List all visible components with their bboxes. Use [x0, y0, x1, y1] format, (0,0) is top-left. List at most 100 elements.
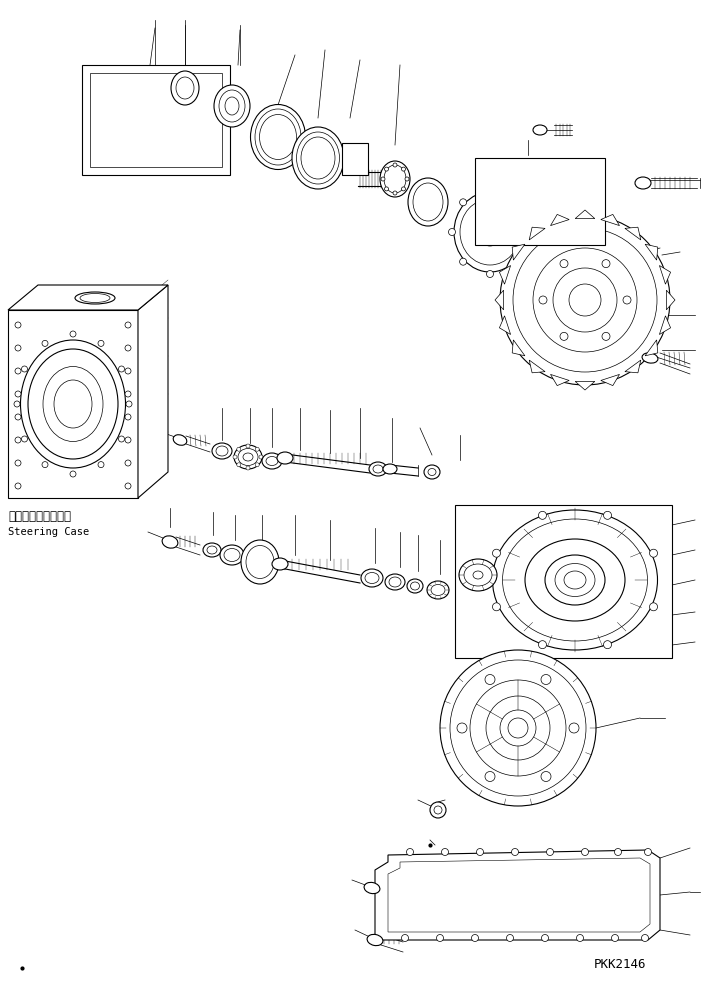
Circle shape: [508, 718, 528, 738]
Polygon shape: [625, 228, 641, 240]
Ellipse shape: [241, 540, 279, 584]
Circle shape: [125, 437, 131, 443]
Ellipse shape: [203, 543, 221, 557]
Circle shape: [15, 391, 21, 397]
Ellipse shape: [238, 448, 258, 466]
Circle shape: [650, 602, 658, 611]
Polygon shape: [601, 375, 620, 386]
Circle shape: [482, 224, 498, 240]
Ellipse shape: [20, 340, 125, 468]
Circle shape: [553, 268, 617, 332]
Circle shape: [381, 177, 385, 181]
Ellipse shape: [383, 464, 397, 474]
Polygon shape: [8, 310, 138, 498]
Polygon shape: [342, 143, 368, 175]
Circle shape: [15, 368, 21, 374]
Polygon shape: [82, 65, 230, 175]
Ellipse shape: [262, 453, 282, 469]
Circle shape: [644, 849, 651, 855]
Circle shape: [493, 549, 501, 557]
Circle shape: [436, 935, 444, 942]
Ellipse shape: [555, 563, 595, 596]
Polygon shape: [499, 316, 510, 335]
Circle shape: [650, 549, 658, 557]
Circle shape: [546, 849, 553, 855]
Circle shape: [513, 228, 657, 372]
Circle shape: [15, 345, 21, 351]
Ellipse shape: [533, 125, 547, 135]
Circle shape: [125, 368, 131, 374]
Circle shape: [539, 511, 546, 519]
Circle shape: [641, 935, 648, 942]
Circle shape: [125, 414, 131, 420]
Circle shape: [513, 199, 520, 206]
Circle shape: [237, 463, 241, 467]
Circle shape: [506, 935, 513, 942]
Text: Steering Case: Steering Case: [8, 527, 89, 537]
Circle shape: [460, 199, 467, 206]
Ellipse shape: [43, 367, 103, 441]
Ellipse shape: [459, 559, 497, 591]
Circle shape: [430, 802, 446, 818]
Circle shape: [42, 462, 48, 468]
Ellipse shape: [243, 453, 253, 461]
Circle shape: [393, 163, 397, 167]
Ellipse shape: [373, 465, 383, 473]
Circle shape: [237, 447, 241, 451]
Circle shape: [440, 650, 596, 806]
Circle shape: [98, 340, 104, 346]
Ellipse shape: [464, 564, 492, 586]
Ellipse shape: [219, 90, 245, 122]
Ellipse shape: [301, 137, 335, 179]
Circle shape: [384, 187, 389, 191]
Ellipse shape: [635, 177, 651, 189]
Circle shape: [524, 229, 532, 235]
Circle shape: [457, 723, 467, 733]
Polygon shape: [551, 375, 569, 386]
Ellipse shape: [385, 574, 405, 590]
Circle shape: [406, 849, 413, 855]
Polygon shape: [601, 215, 620, 226]
Circle shape: [255, 447, 259, 451]
Circle shape: [539, 296, 547, 304]
Circle shape: [615, 849, 622, 855]
Circle shape: [401, 167, 406, 171]
Circle shape: [401, 187, 406, 191]
Polygon shape: [575, 210, 595, 219]
Circle shape: [539, 641, 546, 648]
Circle shape: [500, 215, 670, 385]
Circle shape: [472, 935, 479, 942]
Ellipse shape: [365, 573, 379, 584]
Ellipse shape: [408, 178, 448, 226]
Ellipse shape: [75, 292, 115, 304]
Ellipse shape: [413, 183, 443, 221]
Circle shape: [448, 229, 455, 235]
Ellipse shape: [176, 77, 194, 99]
Ellipse shape: [80, 293, 110, 302]
Ellipse shape: [503, 519, 648, 641]
Circle shape: [118, 366, 125, 372]
Text: PKK2146: PKK2146: [594, 958, 646, 971]
Polygon shape: [513, 339, 525, 356]
Circle shape: [603, 511, 612, 519]
Ellipse shape: [224, 548, 240, 561]
Circle shape: [512, 849, 519, 855]
Polygon shape: [513, 244, 525, 260]
Circle shape: [577, 935, 584, 942]
Ellipse shape: [220, 545, 244, 565]
Ellipse shape: [272, 558, 288, 570]
Polygon shape: [138, 285, 168, 498]
Circle shape: [541, 935, 548, 942]
Polygon shape: [495, 290, 503, 310]
Ellipse shape: [162, 536, 178, 548]
Polygon shape: [645, 339, 658, 356]
Circle shape: [255, 463, 259, 467]
Ellipse shape: [296, 132, 339, 184]
Ellipse shape: [478, 218, 502, 246]
Circle shape: [470, 680, 566, 776]
Circle shape: [126, 401, 132, 407]
Ellipse shape: [428, 469, 436, 476]
Circle shape: [125, 483, 131, 489]
Ellipse shape: [380, 161, 410, 197]
Ellipse shape: [545, 555, 605, 605]
